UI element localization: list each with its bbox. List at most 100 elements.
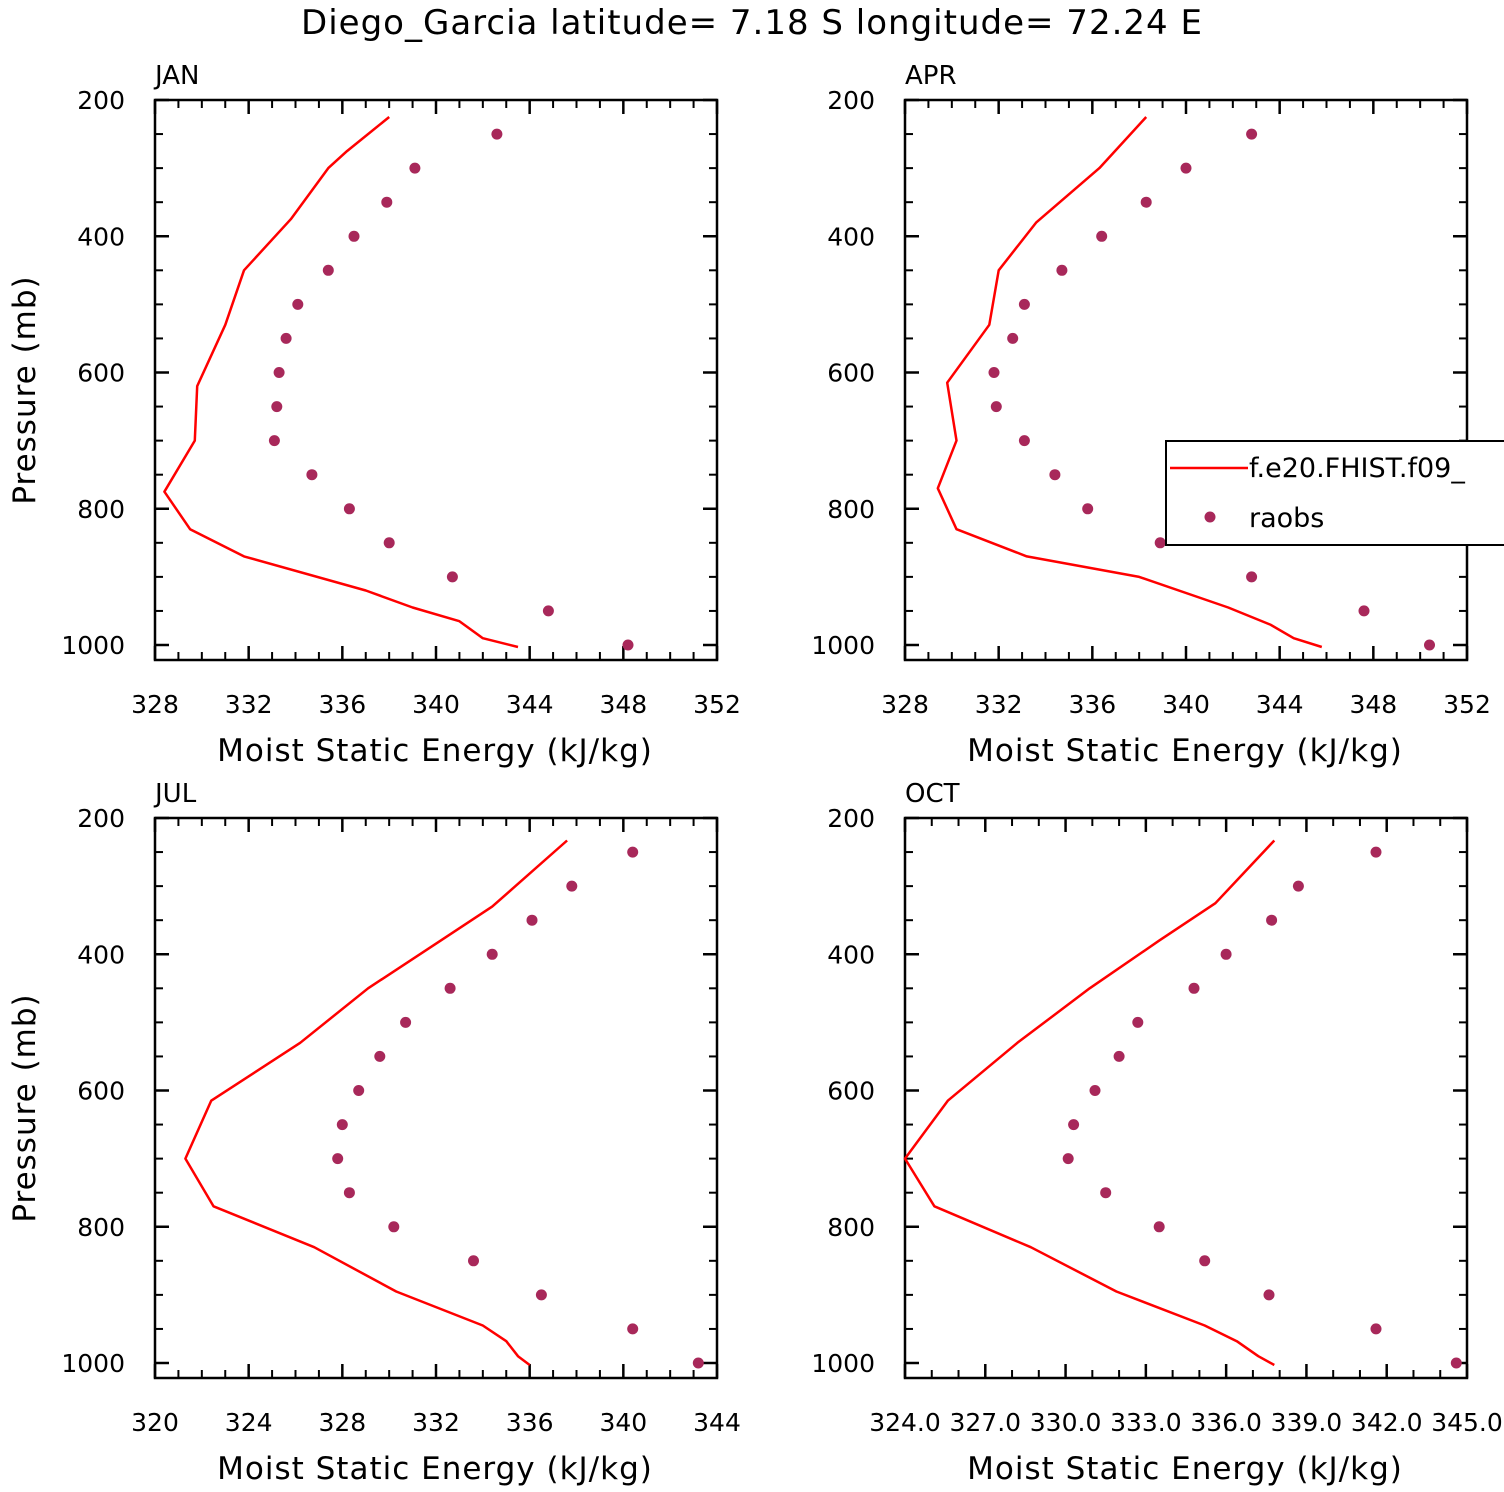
raobs-point: [535, 1289, 547, 1301]
raobs-point: [1140, 196, 1152, 208]
panel-title: APR: [905, 61, 957, 91]
x-tick-label: 352: [693, 690, 741, 719]
y-tick-label: 800: [77, 1213, 125, 1242]
x-axis-label: Moist Static Energy (kJ/kg): [967, 1451, 1403, 1487]
legend-label-model: f.e20.FHIST.f09_: [1249, 453, 1465, 484]
legend-label-raobs: raobs: [1249, 503, 1324, 534]
raobs-point: [336, 1119, 348, 1131]
x-tick-label: 332: [975, 690, 1023, 719]
y-tick-label: 400: [77, 222, 125, 251]
raobs-point: [268, 435, 280, 447]
raobs-point: [1049, 469, 1061, 481]
raobs-point: [1370, 846, 1382, 858]
x-tick-label: 344: [1256, 690, 1304, 719]
x-tick-label: 340: [1162, 690, 1210, 719]
raobs-point: [306, 469, 318, 481]
panel-title: OCT: [905, 779, 960, 809]
x-tick-label: 345.0: [1431, 1408, 1503, 1437]
panel-jul: JUL 320 324 328 332 336 340 344 200 400 600 800 1000…: [7, 779, 741, 1487]
x-tick-label: 352: [1443, 690, 1491, 719]
plot-frame: [903, 98, 1469, 662]
y-tick-label: 200: [77, 86, 125, 115]
raobs-point: [353, 1085, 365, 1096]
plot-frame: [153, 98, 719, 662]
panel-apr: APR 328 332 336 340 344 348 352 200 400 600 800 1000…: [811, 61, 1490, 769]
legend-dot-swatch: [1204, 511, 1216, 523]
raobs-point: [1007, 332, 1019, 344]
x-tick-label: 336.0: [1190, 1408, 1262, 1437]
y-tick-label: 400: [827, 940, 875, 969]
raobs-point: [343, 1187, 355, 1199]
panel-title: JUL: [153, 779, 197, 809]
panels: JAN 328 332 336 340 344 348 352 200 400 600 800 1000…: [7, 61, 1504, 1487]
y-tick-label: 200: [827, 86, 875, 115]
x-tick-label: 344: [506, 690, 554, 719]
x-tick-label: 336: [506, 1408, 554, 1437]
raobs-point: [1132, 1016, 1144, 1028]
legend: f.e20.FHIST.f09_raobs: [1165, 440, 1504, 546]
raobs-point: [348, 230, 360, 242]
raobs-point: [526, 914, 538, 926]
x-tick-label: 348: [1349, 690, 1397, 719]
raobs-point: [1188, 982, 1200, 994]
x-tick-label: 330.0: [1030, 1408, 1102, 1437]
raobs-point: [1246, 571, 1258, 583]
raobs-point: [1154, 537, 1166, 549]
raobs-point: [1068, 1119, 1080, 1131]
y-tick-label: 600: [827, 1077, 875, 1106]
x-axis-label: Moist Static Energy (kJ/kg): [967, 733, 1403, 769]
raobs-point: [486, 948, 498, 960]
raobs-point: [1089, 1085, 1101, 1096]
raobs-point: [1199, 1255, 1211, 1267]
y-axis-label: Pressure (mb): [7, 275, 43, 504]
x-tick-label: 344: [693, 1408, 741, 1437]
raobs-point: [1113, 1050, 1125, 1062]
x-tick-label: 333.0: [1110, 1408, 1182, 1437]
raobs-point: [1018, 298, 1030, 310]
model-profile-line: [936, 116, 1323, 649]
x-tick-label: 342.0: [1351, 1408, 1423, 1437]
panel-jan: JAN 328 332 336 340 344 348 352 200 400 600 800 1000…: [7, 61, 741, 769]
raobs-point: [1450, 1357, 1462, 1369]
raobs-point: [627, 1323, 639, 1335]
raobs-point: [990, 401, 1002, 413]
x-tick-label: 332: [412, 1408, 460, 1437]
x-tick-label: 336: [1068, 690, 1116, 719]
raobs-point: [381, 196, 393, 208]
raobs-point: [388, 1221, 400, 1233]
y-tick-label: 800: [77, 495, 125, 524]
raobs-point: [468, 1255, 479, 1267]
y-axis-label: Pressure (mb): [7, 993, 43, 1222]
y-tick-label: 400: [77, 940, 125, 969]
x-tick-label: 320: [131, 1408, 179, 1437]
legend-box: [1165, 440, 1504, 546]
x-tick-label: 328: [318, 1408, 366, 1437]
model-profile-line: [184, 839, 568, 1366]
raobs-point: [271, 401, 283, 413]
x-axis-label: Moist Static Energy (kJ/kg): [217, 733, 653, 769]
raobs-point: [383, 537, 395, 549]
raobs-point: [332, 1153, 344, 1165]
y-tick-label: 600: [77, 359, 125, 388]
raobs-point: [444, 982, 456, 994]
panel-oct: OCT 324.0 327.0 330.0 333.0 336.0 339.0 342.0 34…: [811, 779, 1502, 1487]
x-tick-label: 328: [131, 690, 179, 719]
raobs-point: [1370, 1323, 1382, 1335]
raobs-point: [627, 846, 639, 858]
x-tick-label: 324.0: [869, 1408, 941, 1437]
raobs-point: [1100, 1187, 1112, 1199]
y-tick-label: 200: [827, 804, 875, 833]
plot-frame: [903, 816, 1469, 1380]
raobs-point: [1082, 503, 1094, 515]
raobs-point: [446, 571, 458, 583]
y-tick-label: 1000: [61, 1349, 125, 1378]
raobs-point: [1062, 1153, 1074, 1165]
raobs-point: [1153, 1221, 1165, 1233]
y-tick-label: 200: [77, 804, 125, 833]
y-tick-label: 400: [827, 222, 875, 251]
raobs-point: [292, 298, 304, 310]
y-tick-label: 800: [827, 1213, 875, 1242]
raobs-point: [1358, 605, 1370, 617]
plot-frame: [153, 816, 719, 1380]
raobs-point: [988, 367, 1000, 378]
